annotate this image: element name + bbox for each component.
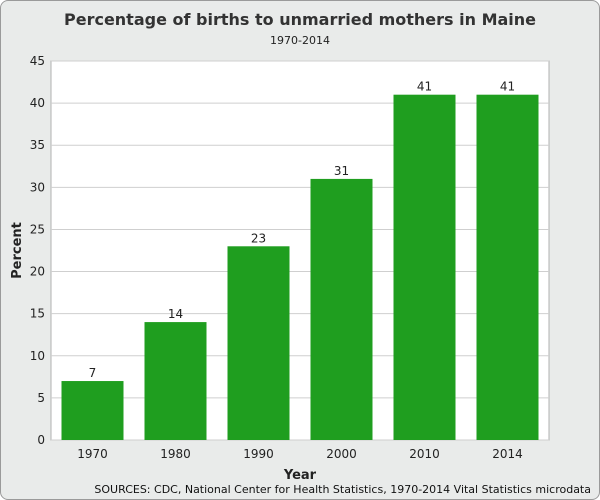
- bar-2014: [476, 94, 539, 440]
- y-tick-label: 35: [30, 138, 45, 152]
- x-tick-label: 1970: [77, 447, 108, 461]
- plot-area: [50, 60, 550, 441]
- bar-1970: [61, 381, 124, 440]
- bar-1980: [144, 322, 207, 440]
- data-label: 41: [417, 80, 432, 94]
- source-note: SOURCES: CDC, National Center for Health…: [94, 483, 591, 496]
- x-axis-label: Year: [283, 468, 317, 483]
- x-tick-label: 2010: [409, 447, 440, 461]
- data-label: 7: [89, 366, 97, 380]
- y-tick-label: 20: [30, 265, 45, 279]
- y-tick-label: 45: [30, 54, 45, 68]
- bar-2000: [310, 178, 373, 440]
- y-tick-label: 40: [30, 96, 45, 110]
- y-tick-label: 25: [30, 222, 45, 236]
- y-tick-label: 10: [30, 349, 45, 363]
- data-label: 31: [334, 164, 349, 178]
- y-tick-label: 5: [37, 391, 45, 405]
- y-tick-label: 0: [37, 433, 45, 447]
- bar-2010: [393, 94, 456, 440]
- chart-title: Percentage of births to unmarried mother…: [63, 10, 537, 29]
- y-axis-label: Percent: [10, 222, 25, 279]
- x-tick-label: 1990: [243, 447, 274, 461]
- y-tick-label: 15: [30, 307, 45, 321]
- data-label: 23: [251, 231, 266, 245]
- x-tick-label: 2000: [326, 447, 357, 461]
- x-tick-label: 2014: [492, 447, 523, 461]
- data-label: 41: [500, 80, 515, 94]
- chart-subtitle: 1970-2014: [270, 34, 330, 47]
- y-tick-label: 30: [30, 180, 45, 194]
- bar-1990: [227, 246, 290, 440]
- x-tick-label: 1980: [160, 447, 191, 461]
- data-label: 14: [168, 307, 183, 321]
